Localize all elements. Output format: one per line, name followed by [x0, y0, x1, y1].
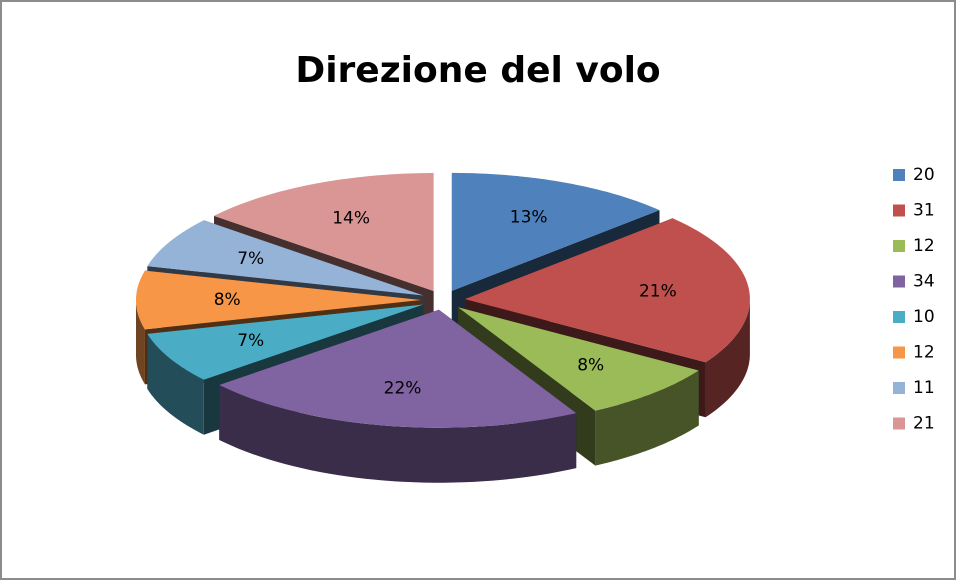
legend-swatch: [893, 240, 905, 252]
legend-label: 12: [913, 343, 935, 363]
data-label: 7%: [237, 331, 264, 351]
slice: [147, 220, 424, 296]
chart-title: Direzione del volo: [295, 50, 660, 91]
slice-outer-wall: [705, 299, 750, 418]
legend-label: 11: [913, 378, 935, 398]
slice-outer-wall: [147, 333, 204, 435]
legend-swatch: [893, 204, 905, 217]
legend-swatch: [893, 346, 905, 359]
data-label: 22%: [384, 379, 422, 399]
legend-swatch: [893, 275, 905, 288]
legend-swatch: [893, 169, 905, 181]
data-label: 7%: [237, 249, 264, 269]
legend-swatch: [893, 417, 905, 430]
data-label: 21%: [639, 282, 677, 302]
slice: [136, 270, 421, 330]
legend-label: 12: [913, 236, 935, 256]
legend-swatch: [893, 311, 905, 323]
legend-label: 21: [913, 414, 935, 434]
legend-label: 31: [913, 201, 935, 221]
slice: [458, 307, 699, 411]
slice-outer-wall: [136, 300, 145, 385]
data-label: 13%: [510, 207, 548, 227]
data-label: 14%: [332, 208, 370, 228]
slice: [214, 173, 434, 292]
slice: [219, 309, 577, 428]
legend-label: 20: [913, 165, 935, 185]
slice: [464, 218, 750, 363]
legend-label: 10: [913, 307, 935, 327]
slice-outer-wall: [219, 384, 577, 483]
legend-label: 34: [913, 272, 935, 292]
data-label: 8%: [577, 356, 604, 376]
slice: [451, 172, 660, 291]
slice: [147, 304, 424, 380]
legend-swatch: [893, 382, 905, 394]
slice-outer-wall: [595, 370, 699, 466]
data-label: 8%: [214, 290, 241, 310]
